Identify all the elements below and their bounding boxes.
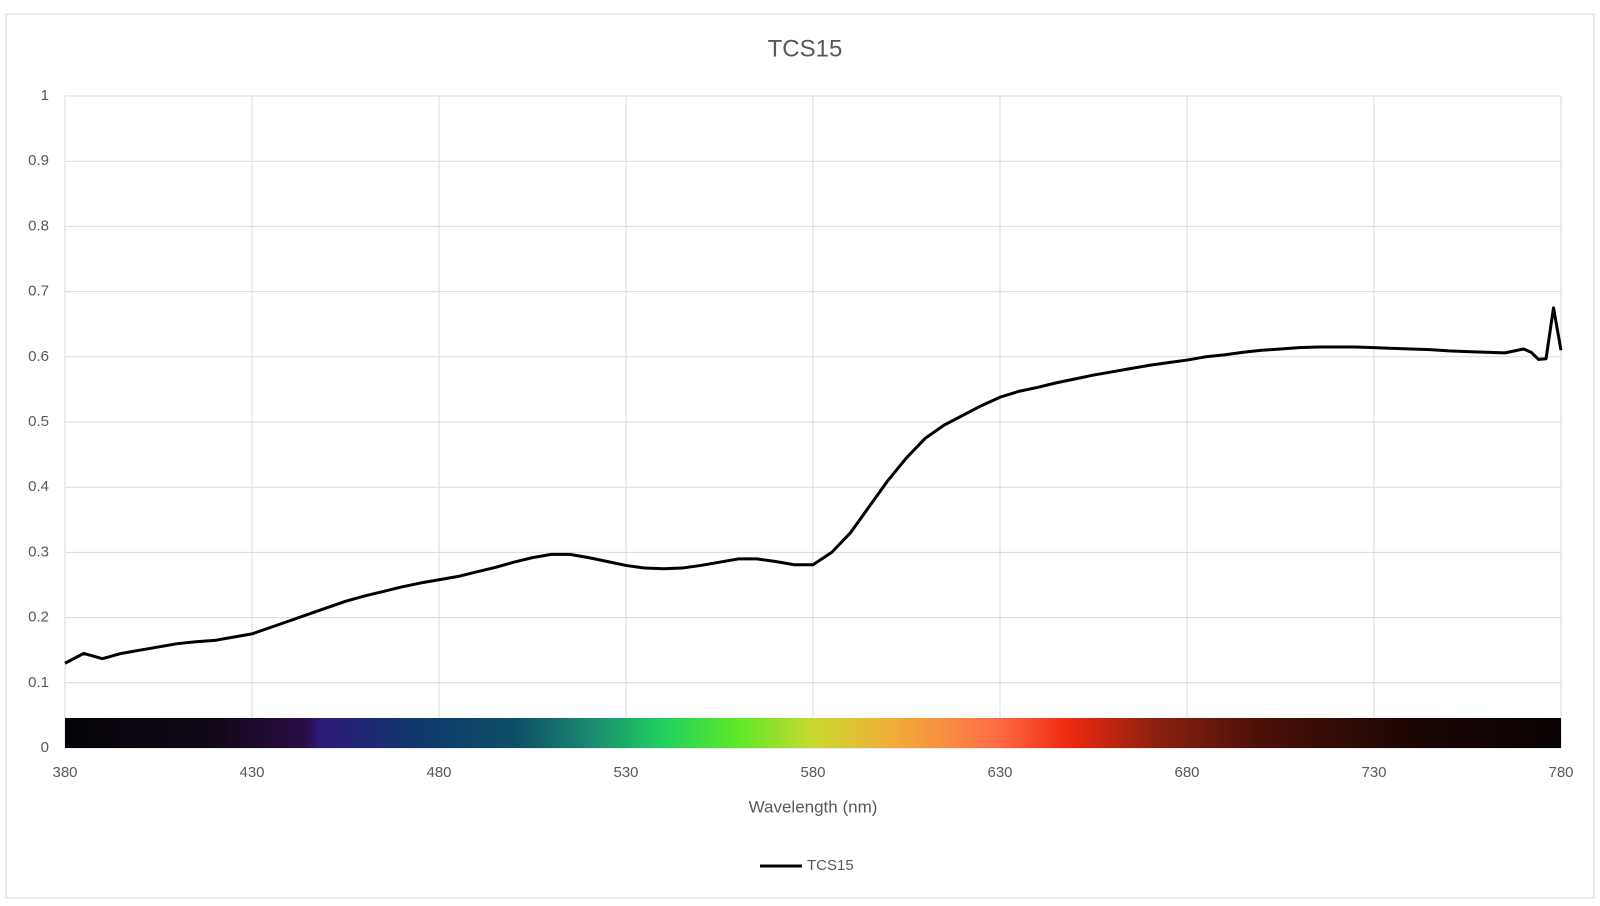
x-axis-label: Wavelength (nm) xyxy=(749,797,878,816)
y-tick-label: 0.8 xyxy=(28,217,49,234)
x-tick-label: 780 xyxy=(1548,764,1573,781)
y-tick-label: 0.4 xyxy=(28,478,49,495)
y-tick-label: 1 xyxy=(41,87,49,104)
y-tick-label: 0.9 xyxy=(28,152,49,169)
data-line xyxy=(64,306,1563,665)
y-tick-label: 0.2 xyxy=(28,609,49,626)
x-tick-label: 680 xyxy=(1174,764,1199,781)
x-tick-label: 380 xyxy=(52,764,77,781)
y-tick-label: 0.5 xyxy=(28,413,49,430)
x-tick-label: 480 xyxy=(426,764,451,781)
y-tick-label: 0.1 xyxy=(28,674,49,691)
x-tick-label: 730 xyxy=(1361,764,1386,781)
spectrum-band xyxy=(65,718,1561,748)
x-tick-label: 630 xyxy=(987,764,1012,781)
y-tick-label: 0.3 xyxy=(28,543,49,560)
x-tick-label: 530 xyxy=(613,764,638,781)
x-tick-label: 430 xyxy=(239,764,264,781)
chart-title: TCS15 xyxy=(768,35,843,62)
y-tick-label: 0 xyxy=(41,739,49,756)
y-tick-label: 0.6 xyxy=(28,348,49,365)
y-tick-label: 0.7 xyxy=(28,283,49,300)
legend-label: TCS15 xyxy=(807,857,854,874)
x-tick-label: 580 xyxy=(800,764,825,781)
